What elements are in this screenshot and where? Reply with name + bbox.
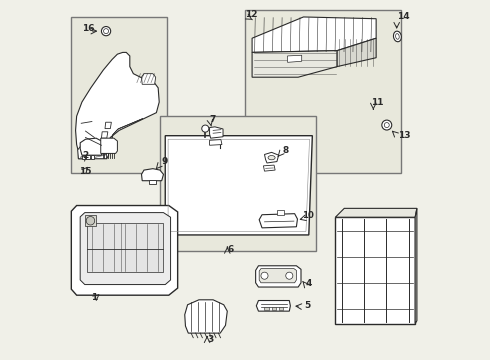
Text: 2: 2 — [83, 151, 89, 160]
Polygon shape — [80, 138, 103, 155]
Text: 4: 4 — [305, 279, 312, 288]
Circle shape — [86, 216, 95, 225]
Polygon shape — [85, 215, 96, 226]
Polygon shape — [288, 55, 302, 62]
Polygon shape — [87, 223, 163, 272]
Polygon shape — [91, 155, 95, 159]
Polygon shape — [259, 214, 297, 228]
Polygon shape — [142, 168, 164, 181]
Text: 6: 6 — [227, 245, 234, 254]
Text: 13: 13 — [398, 131, 411, 140]
Text: 12: 12 — [245, 10, 258, 19]
Text: 9: 9 — [162, 157, 168, 166]
Polygon shape — [78, 142, 95, 159]
Text: 5: 5 — [305, 301, 311, 310]
Polygon shape — [252, 17, 376, 53]
Circle shape — [202, 125, 209, 132]
Text: 10: 10 — [302, 211, 314, 220]
Polygon shape — [252, 51, 337, 77]
Circle shape — [261, 272, 268, 279]
Text: 15: 15 — [79, 167, 92, 176]
Bar — [279, 306, 283, 310]
Polygon shape — [256, 301, 291, 311]
Polygon shape — [86, 155, 90, 159]
Circle shape — [103, 29, 109, 33]
Polygon shape — [101, 138, 118, 153]
Bar — [271, 306, 276, 310]
Polygon shape — [101, 132, 108, 138]
Polygon shape — [165, 136, 312, 235]
Polygon shape — [105, 122, 111, 129]
Polygon shape — [259, 269, 296, 283]
Text: 8: 8 — [282, 147, 289, 156]
Polygon shape — [72, 206, 178, 295]
Polygon shape — [415, 208, 417, 324]
Polygon shape — [335, 217, 415, 324]
Polygon shape — [256, 266, 301, 287]
Circle shape — [384, 123, 389, 127]
Polygon shape — [148, 180, 156, 184]
Ellipse shape — [395, 33, 399, 39]
Text: 16: 16 — [82, 24, 95, 33]
Bar — [160, 116, 316, 251]
Polygon shape — [210, 127, 223, 138]
Polygon shape — [265, 152, 279, 163]
Text: 1: 1 — [91, 293, 97, 302]
Text: 11: 11 — [371, 98, 383, 107]
Polygon shape — [335, 208, 417, 217]
Polygon shape — [337, 38, 376, 67]
Circle shape — [101, 27, 111, 36]
Polygon shape — [142, 74, 156, 84]
Bar — [265, 306, 269, 310]
Text: 7: 7 — [210, 114, 216, 123]
Polygon shape — [210, 140, 222, 145]
Polygon shape — [80, 213, 171, 284]
Bar — [72, 17, 167, 173]
Ellipse shape — [268, 156, 275, 160]
Ellipse shape — [393, 31, 401, 42]
Polygon shape — [185, 300, 227, 333]
Polygon shape — [75, 53, 159, 159]
Polygon shape — [277, 210, 284, 215]
Polygon shape — [82, 155, 85, 159]
Text: 14: 14 — [397, 12, 410, 21]
Bar — [245, 10, 401, 173]
Polygon shape — [264, 165, 275, 171]
Text: 3: 3 — [208, 335, 214, 344]
Circle shape — [286, 272, 293, 279]
Circle shape — [382, 120, 392, 130]
